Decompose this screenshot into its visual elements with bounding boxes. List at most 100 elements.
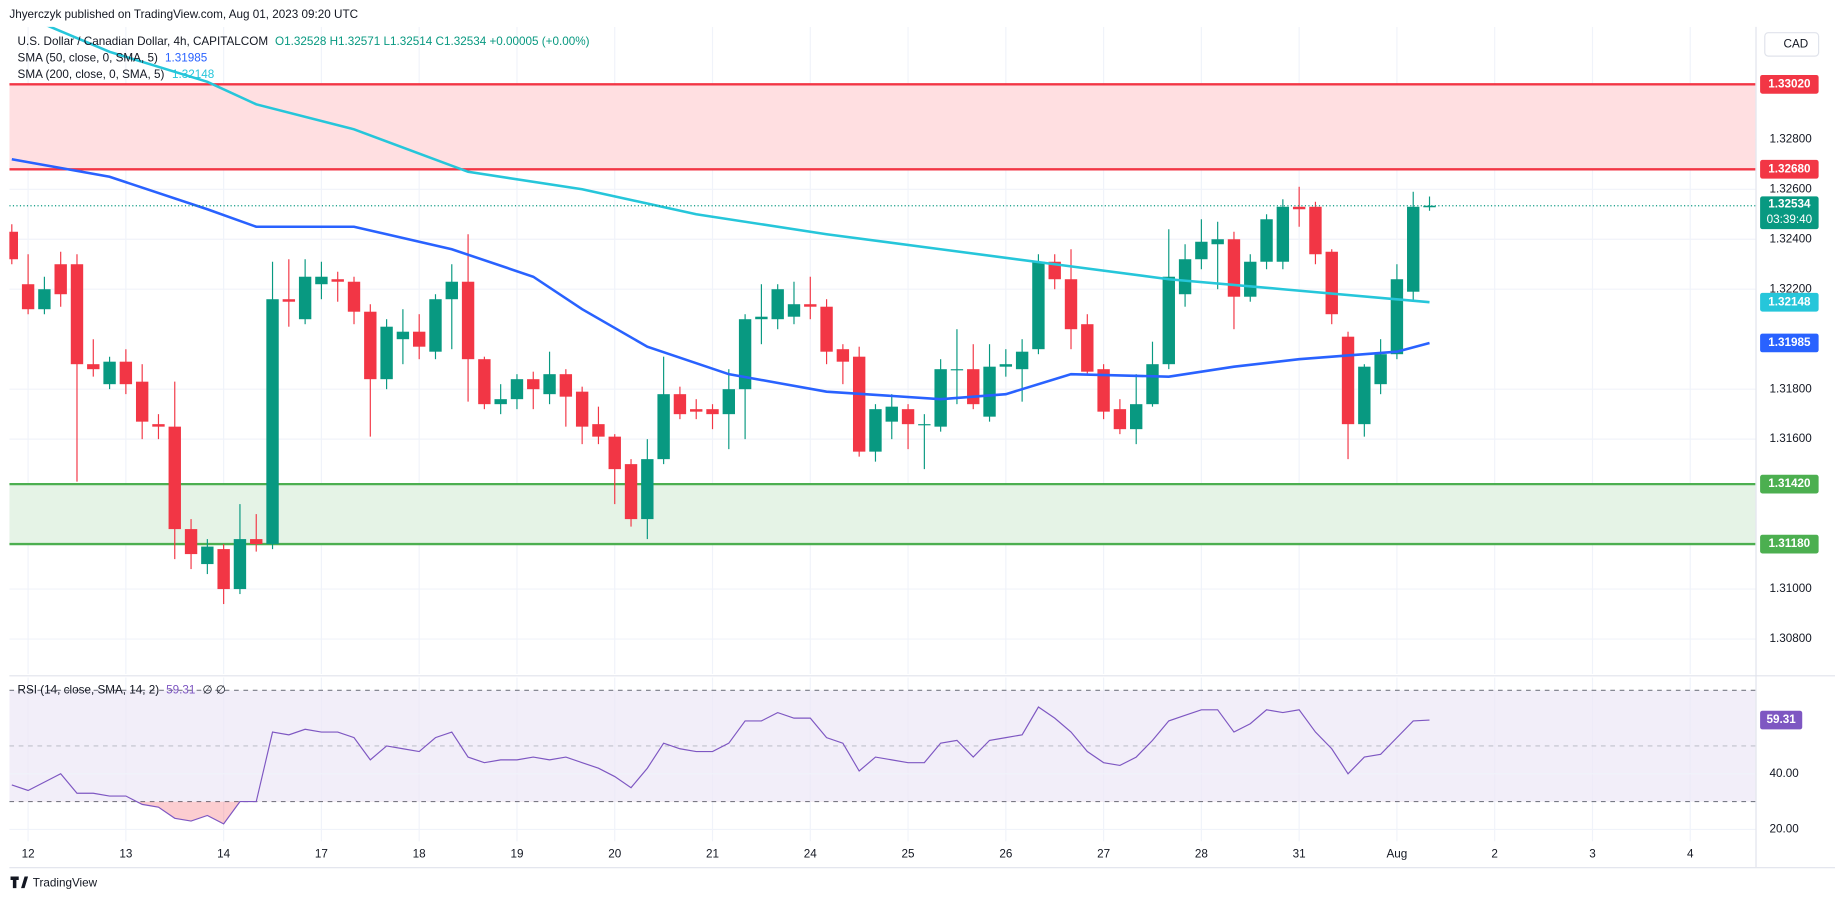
candle-body: [999, 364, 1013, 367]
currency-box[interactable]: [1764, 32, 1820, 57]
y-tick-label: 1.31600: [1769, 432, 1812, 445]
zone: [9, 484, 1756, 545]
x-tick-label: 13: [119, 847, 132, 860]
candle-body: [1309, 206, 1322, 255]
candle-body: [771, 289, 784, 320]
countdown: 03:39:40: [1767, 213, 1813, 226]
candle-body: [1195, 241, 1208, 260]
candle-body: [527, 379, 540, 390]
candle-body: [559, 374, 573, 397]
legend-value: 1.32148: [172, 68, 214, 81]
rsi-line: [11, 706, 1430, 825]
candle-body: [657, 394, 670, 460]
x-tick-label: 31: [1293, 847, 1306, 860]
candle-body: [331, 279, 344, 282]
candle-body: [1178, 259, 1192, 295]
candle-body: [592, 424, 605, 437]
candle-body: [298, 276, 312, 320]
candle-body: [950, 369, 964, 371]
candle-body: [1358, 366, 1371, 425]
candle-body: [543, 374, 556, 395]
candle-body: [1276, 206, 1290, 262]
candle-body: [804, 304, 817, 307]
y-tick-label: 1.32200: [1769, 282, 1812, 295]
candle-body: [1341, 336, 1355, 425]
candle-body: [706, 409, 719, 415]
rsi-tick-label: 40.00: [1769, 767, 1799, 780]
candle-body: [396, 331, 410, 340]
price-badge: [1760, 292, 1819, 312]
candle-body: [266, 299, 279, 545]
x-tick-label: 21: [706, 847, 719, 860]
candle-body: [413, 331, 426, 347]
x-tick-label: Aug: [1387, 847, 1408, 860]
y-tick-label: 1.32600: [1769, 182, 1812, 195]
candle-body: [103, 361, 116, 385]
candle-body: [755, 316, 768, 320]
candle-body: [1244, 261, 1257, 297]
price-badge-label: 1.31420: [1768, 477, 1811, 490]
candle-body: [901, 409, 915, 425]
price-badge: [1760, 333, 1819, 353]
candle-body: [820, 306, 833, 352]
candle-body: [347, 281, 361, 312]
price-badge-label: 1.31180: [1769, 537, 1811, 550]
y-tick-label: 1.31000: [1769, 582, 1812, 595]
price-badge: [1760, 474, 1819, 494]
candle-body: [1260, 219, 1273, 262]
candle-body: [690, 409, 703, 412]
candle-body: [135, 381, 149, 422]
candle-body: [315, 276, 328, 285]
zone: [9, 84, 1756, 170]
candle-body: [1227, 239, 1241, 297]
candle-body: [1048, 261, 1061, 280]
y-tick-label: 1.31800: [1769, 382, 1812, 395]
candle-body: [9, 231, 18, 260]
candle-body: [1081, 324, 1094, 372]
x-tick-label: 20: [608, 847, 622, 860]
candle-body: [869, 409, 882, 452]
candle-body: [217, 549, 230, 590]
x-tick-label: 26: [999, 847, 1012, 860]
candle-body: [1423, 205, 1436, 208]
x-tick-label: 2: [1491, 847, 1498, 860]
candle-body: [380, 326, 393, 380]
price-badge: [1760, 159, 1819, 179]
x-tick-label: 12: [22, 847, 35, 860]
y-tick-label: 1.30800: [1769, 632, 1812, 645]
candle-body: [1374, 354, 1387, 385]
candle-body: [738, 319, 752, 390]
candle-body: [624, 464, 638, 520]
y-tick-label: 1.32800: [1769, 132, 1812, 145]
candle-body: [70, 264, 84, 365]
x-tick-label: 18: [413, 847, 426, 860]
candle-body: [1097, 369, 1110, 412]
x-tick-label: 25: [902, 847, 916, 860]
candle-body: [494, 399, 507, 405]
brand: TradingView: [33, 877, 98, 890]
candle-body: [1325, 251, 1338, 315]
currency[interactable]: CAD: [1784, 38, 1809, 51]
candle-body: [1032, 261, 1045, 350]
candle-body: [983, 366, 996, 417]
price-badge-label: 1.32680: [1768, 162, 1811, 175]
candle-body: [364, 311, 377, 380]
x-tick-label: 14: [217, 847, 231, 860]
legend-name: SMA (50, close, 0, SMA, 5): [18, 52, 158, 65]
price-badge: [1760, 196, 1819, 230]
x-tick-label: 27: [1097, 847, 1110, 860]
candle-body: [1292, 206, 1306, 210]
candle-body: [673, 394, 687, 415]
price-badge-label: 1.32148: [1768, 295, 1811, 308]
candle-body: [1211, 239, 1224, 245]
price-badge-label: 1.33020: [1768, 77, 1811, 90]
rsi-legend-value: 59.31: [166, 684, 195, 697]
rsi-badge: [1760, 710, 1803, 730]
candle-body: [54, 264, 67, 295]
candle-body: [445, 281, 458, 300]
overlay: 12 13 14 17 18 19 20 21 24 25 26 27 28 31 Aug 2 3 4 1.3280…: [18, 52, 1819, 860]
rsi-tick-label: 20.00: [1769, 823, 1799, 836]
candle-body: [168, 426, 181, 530]
candle-body: [918, 424, 931, 426]
